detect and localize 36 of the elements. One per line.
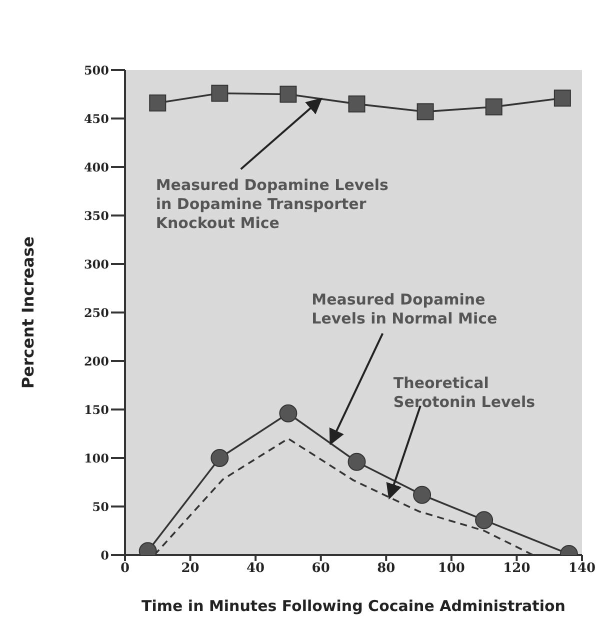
- point: [413, 486, 432, 504]
- point: [348, 452, 366, 471]
- x-tick-label: 140: [568, 561, 596, 576]
- point: [475, 511, 494, 530]
- x-tick-label: 60: [312, 561, 330, 576]
- x-tick-label: 80: [377, 561, 396, 576]
- x-tick-label: 120: [503, 561, 530, 576]
- point: [211, 84, 228, 102]
- point: [210, 449, 229, 467]
- y-axis-title: Percent Increase: [18, 236, 38, 389]
- x-tick-label: 0: [120, 561, 130, 576]
- y-tick-label: 100: [84, 451, 109, 466]
- y-tick-label: 450: [84, 112, 109, 126]
- y-tick-label: 300: [84, 257, 109, 272]
- y-tick-label: 200: [84, 354, 109, 368]
- y-tick-label: 350: [84, 208, 109, 223]
- x-tick-label: 100: [438, 561, 465, 576]
- x-tick-label: 20: [181, 561, 200, 576]
- y-tick-label: 400: [84, 160, 109, 174]
- point: [149, 94, 166, 112]
- point: [485, 98, 502, 116]
- annotation: Theoretical Serotonin Levels: [393, 374, 536, 411]
- x-axis-title: Time in Minutes Following Cocaine Administration: [142, 597, 566, 615]
- point: [554, 90, 571, 107]
- point: [280, 86, 297, 103]
- y-tick-label: 50: [92, 500, 109, 514]
- annotation: Measured Dopamine Levels in Normal Mice: [312, 290, 498, 328]
- point: [348, 95, 366, 112]
- y-tick-label: 150: [84, 402, 109, 417]
- y-tick-label: 250: [84, 306, 109, 320]
- y-tick-label: 0: [100, 548, 109, 562]
- point: [416, 103, 434, 120]
- y-tick-label: 500: [84, 63, 109, 78]
- annotation: Measured Dopamine Levels in Dopamine Transporter Knockout Mice: [156, 176, 388, 232]
- x-tick-label: 40: [246, 561, 265, 576]
- point: [279, 404, 298, 422]
